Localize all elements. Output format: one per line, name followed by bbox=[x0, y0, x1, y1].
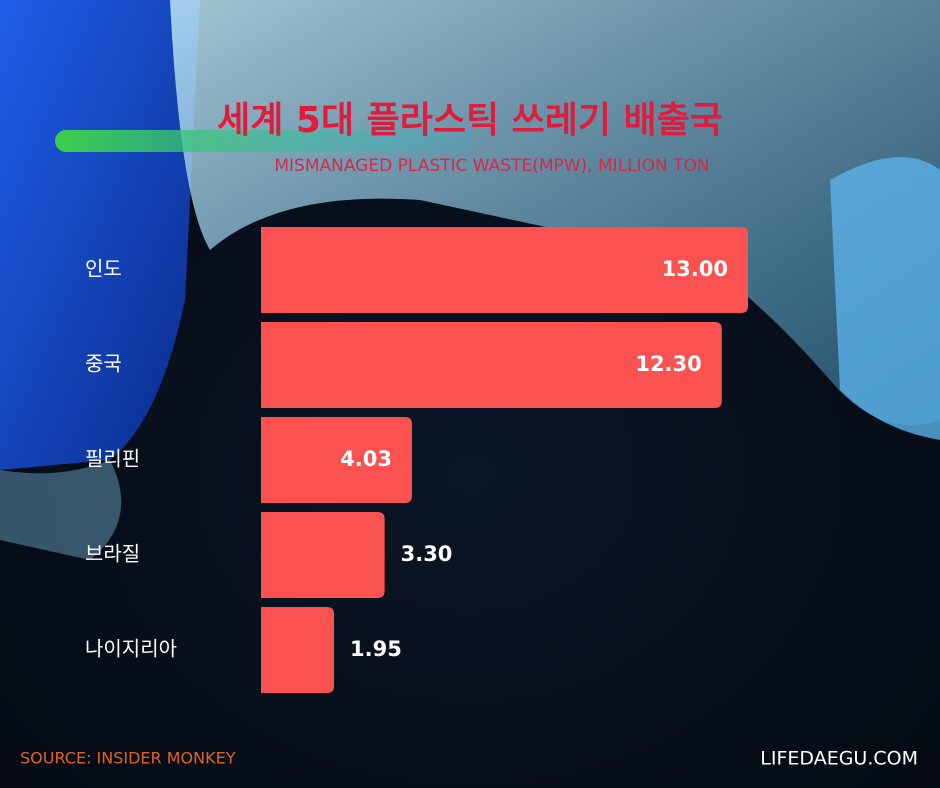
category-label: 브라질 bbox=[85, 542, 140, 566]
value-label: 12.30 bbox=[635, 352, 701, 376]
category-label: 중국 bbox=[85, 352, 122, 376]
bar bbox=[261, 607, 335, 693]
bar bbox=[261, 322, 722, 408]
value-label: 3.30 bbox=[401, 542, 453, 566]
category-label: 나이지리아 bbox=[85, 637, 177, 661]
decor-plastic bbox=[0, 0, 200, 470]
bar bbox=[261, 417, 412, 503]
chart-subtitle: MISMANAGED PLASTIC WASTE(MPW), MILLION T… bbox=[274, 156, 709, 176]
value-label: 13.00 bbox=[662, 257, 728, 281]
site: LIFEDAEGU.COM bbox=[760, 748, 918, 770]
category-label: 필리핀 bbox=[85, 447, 140, 471]
value-label: 1.95 bbox=[350, 637, 402, 661]
value-label: 4.03 bbox=[340, 447, 392, 471]
chart-title: 세계 5대 플라스틱 쓰레기 배출국 bbox=[217, 100, 723, 141]
decor-plastic bbox=[0, 460, 122, 560]
bar bbox=[261, 227, 748, 313]
bar bbox=[261, 512, 385, 598]
decor-straw bbox=[55, 130, 475, 152]
decor-plastic bbox=[830, 157, 940, 440]
category-label: 인도 bbox=[85, 257, 122, 281]
decor-plastic bbox=[170, 0, 940, 425]
source: SOURCE: INSIDER MONKEY bbox=[20, 749, 236, 768]
